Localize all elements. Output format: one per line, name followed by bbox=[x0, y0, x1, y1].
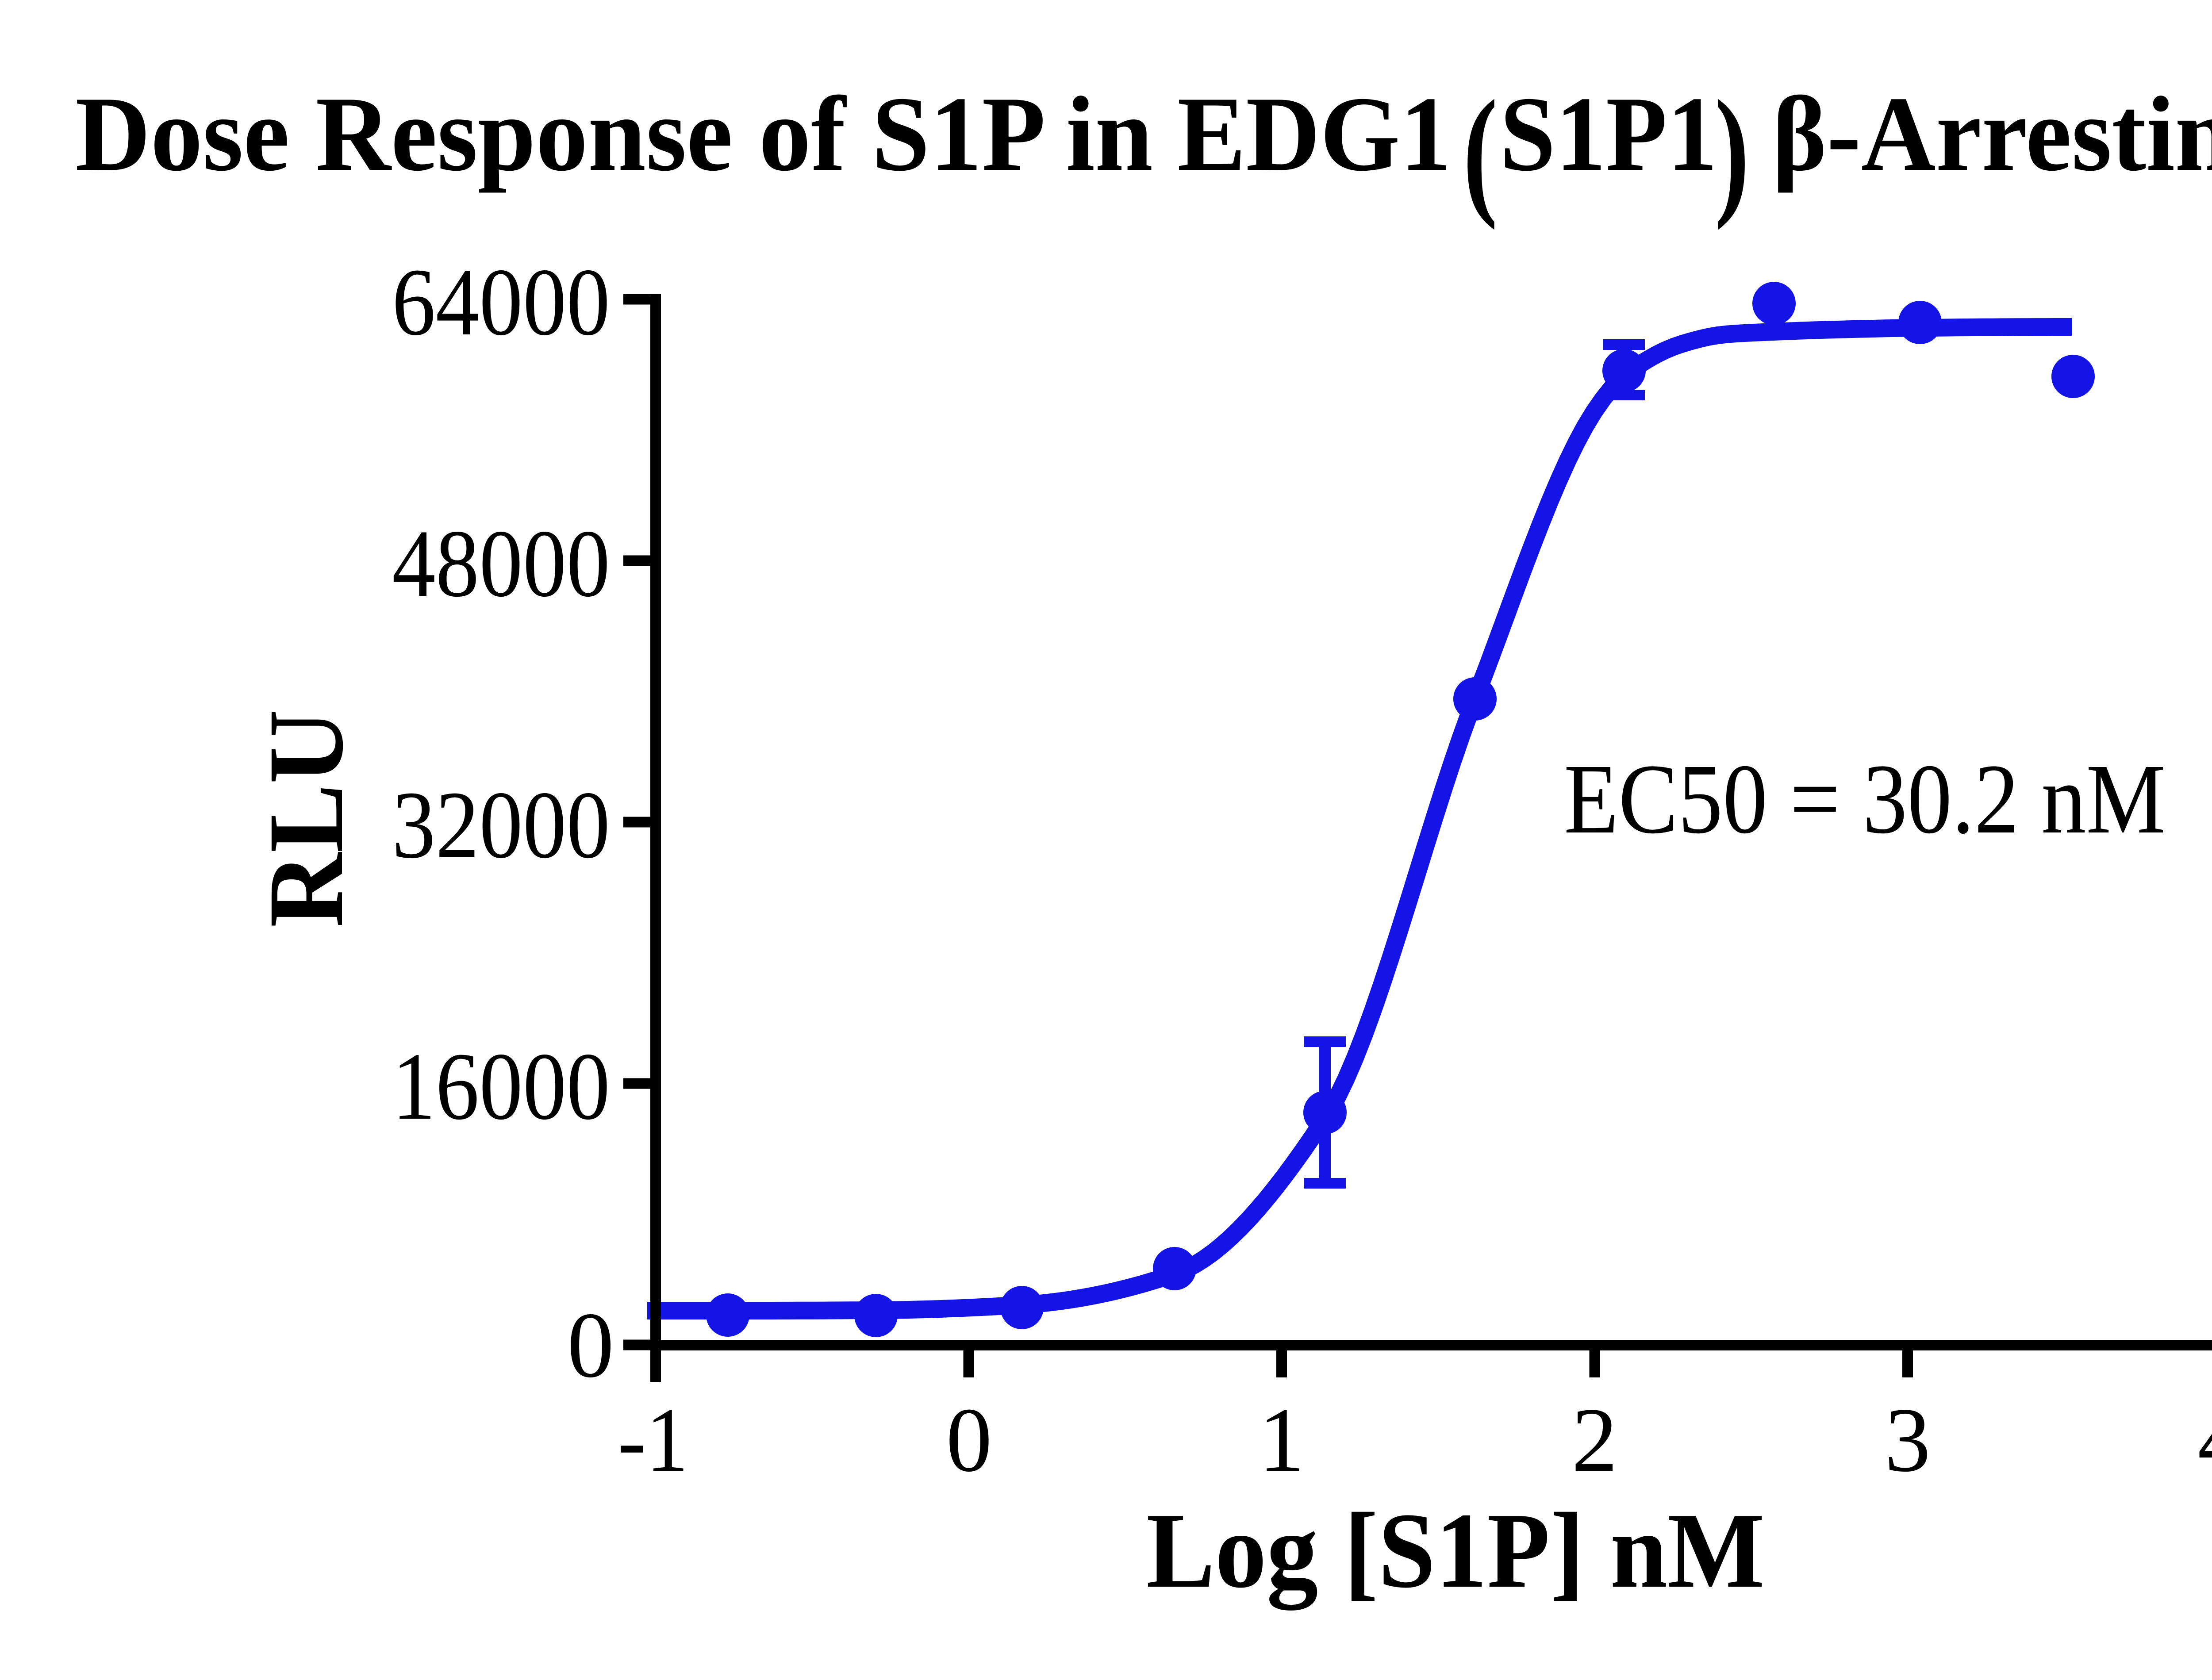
svg-text:): ) bbox=[1715, 71, 1749, 231]
svg-text:64000: 64000 bbox=[392, 249, 610, 356]
svg-text:0: 0 bbox=[567, 1293, 614, 1397]
svg-text:4: 4 bbox=[2198, 1389, 2212, 1491]
svg-text:16000: 16000 bbox=[392, 1033, 610, 1140]
svg-text:(: ( bbox=[1463, 71, 1498, 231]
svg-text:RLU: RLU bbox=[246, 710, 365, 928]
svg-text:S1P1: S1P1 bbox=[1500, 75, 1717, 193]
svg-text:Log [S1P] nM: Log [S1P] nM bbox=[1146, 1491, 1765, 1611]
svg-text:β-Arrestin: β-Arrestin bbox=[1772, 75, 2212, 193]
svg-text:0: 0 bbox=[946, 1389, 992, 1491]
svg-text:EC50 = 30.2 nM: EC50 = 30.2 nM bbox=[1564, 744, 2166, 854]
svg-text:EDG1: EDG1 bbox=[1177, 75, 1452, 193]
svg-text:48000: 48000 bbox=[392, 510, 610, 617]
svg-text:32000: 32000 bbox=[392, 772, 610, 878]
svg-text:Dose Response of S1P in: Dose Response of S1P in bbox=[75, 75, 1153, 193]
svg-text:1: 1 bbox=[1259, 1389, 1305, 1491]
svg-text:3: 3 bbox=[1885, 1389, 1931, 1491]
svg-text:-1: -1 bbox=[618, 1389, 688, 1491]
svg-text:2: 2 bbox=[1572, 1389, 1618, 1491]
